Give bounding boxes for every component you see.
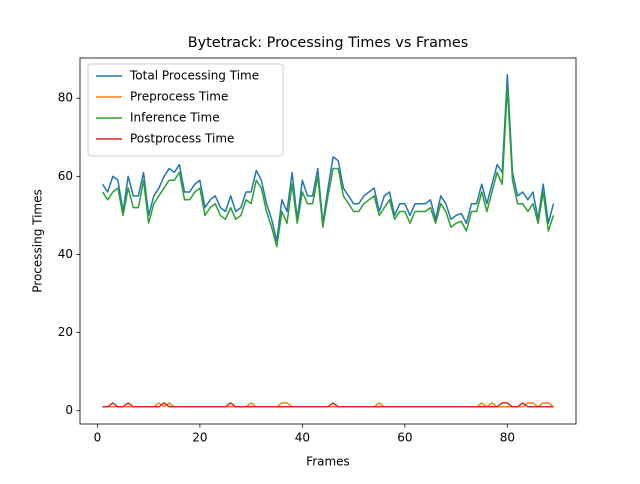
legend-label: Total Processing Time (129, 69, 259, 83)
x-tick-label: 80 (500, 431, 515, 445)
series-line (101, 85, 555, 248)
x-tick-label: 60 (397, 431, 412, 445)
x-tick-label: 0 (94, 431, 102, 445)
legend-label: Postprocess Time (130, 132, 234, 146)
legend-box (87, 63, 284, 157)
y-tick-label: 80 (58, 91, 73, 105)
y-tick-label: 20 (58, 325, 73, 339)
series-line (101, 74, 555, 242)
y-tick-label: 0 (65, 403, 73, 417)
legend-label: Inference Time (130, 111, 220, 125)
x-axis-label: Frames (306, 455, 350, 469)
series-line (102, 402, 554, 408)
y-tick-label: 60 (58, 169, 73, 183)
legend-label: Preprocess Time (130, 90, 228, 104)
axes-frame (79, 57, 577, 425)
x-tick-label: 40 (295, 431, 310, 445)
y-axis-label: Processing Times (31, 189, 45, 293)
x-tick-label: 20 (192, 431, 207, 445)
y-tick-label: 40 (58, 247, 73, 261)
chart-title: Bytetrack: Processing Times vs Frames (188, 35, 469, 51)
